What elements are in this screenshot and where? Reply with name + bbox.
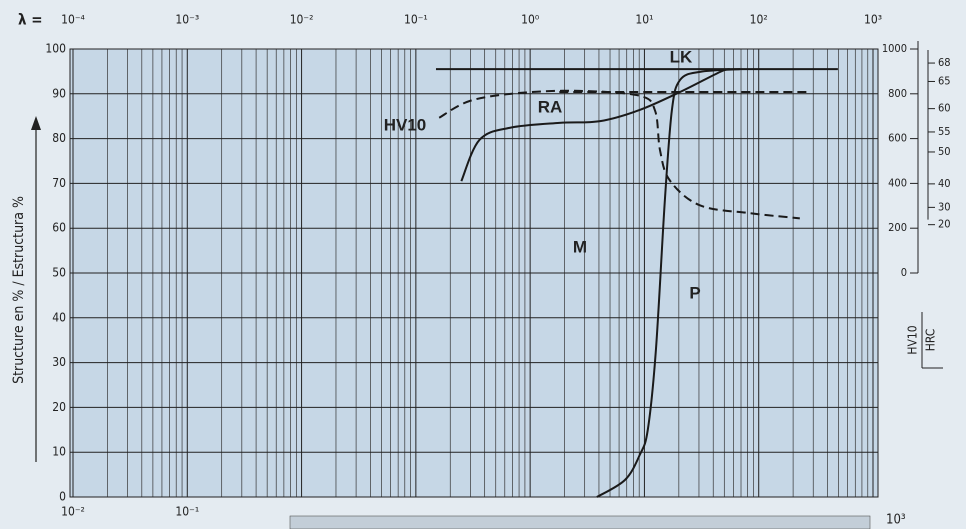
y-tick-label: 20 xyxy=(52,400,66,414)
curve xyxy=(596,68,741,498)
y-axis-label: Structure en % / Estructura % xyxy=(11,196,27,384)
corner-label: 10³ xyxy=(886,513,906,528)
x-axis-label: λ = xyxy=(18,11,43,29)
y-tick-label: 70 xyxy=(52,176,66,190)
curve xyxy=(438,89,800,220)
hrc-tick-label: 68 xyxy=(938,56,951,69)
y2-tick-label: 800 xyxy=(888,87,907,100)
x-tick-label: 10² xyxy=(750,13,768,27)
hrc-tick-label: 40 xyxy=(938,177,951,190)
y-tick-label: 50 xyxy=(52,266,66,280)
hrc-tick-label: 20 xyxy=(938,218,951,231)
x-tick-label: 10⁰ xyxy=(521,13,539,27)
y2-axis-label: HV10 xyxy=(906,325,920,354)
y-tick-label: 40 xyxy=(52,310,66,324)
curve xyxy=(460,68,731,182)
x-tick-label: 10³ xyxy=(864,13,882,27)
x-tick-label: 10⁻³ xyxy=(175,13,199,27)
annotation: M xyxy=(573,237,587,256)
annotation: LK xyxy=(670,47,693,66)
y-tick-label: 60 xyxy=(52,221,66,235)
hrc-tick-label: 30 xyxy=(938,200,951,213)
x-tick-label: 10¹ xyxy=(635,13,653,27)
hrc-tick-label: 50 xyxy=(938,145,951,158)
y-tick-label: 0 xyxy=(59,490,66,504)
y2-axis-label: HRC xyxy=(924,329,938,352)
annotation: RA xyxy=(538,97,563,116)
x2-tick-label: 10⁻¹ xyxy=(175,505,199,519)
x-tick-label: 10⁻⁴ xyxy=(61,13,85,27)
y2-tick-label: 200 xyxy=(888,221,907,234)
y-tick-label: 80 xyxy=(52,131,66,145)
y-tick-label: 30 xyxy=(52,355,66,369)
y2-tick-label: 1000 xyxy=(882,42,907,55)
y2-tick-label: 0 xyxy=(901,266,907,279)
x-tick-label: 10⁻² xyxy=(290,13,314,27)
y-tick-label: 10 xyxy=(52,445,66,459)
y-tick-label: 90 xyxy=(52,86,66,100)
hrc-tick-label: 55 xyxy=(938,125,951,138)
lower-strip xyxy=(289,515,871,529)
x-tick-label: 10⁻¹ xyxy=(404,13,428,27)
y-tick-label: 100 xyxy=(45,42,66,56)
hrc-tick-label: 65 xyxy=(938,74,951,87)
annotation: HV10 xyxy=(384,115,427,134)
annotation: P xyxy=(689,283,700,302)
arrow-head xyxy=(31,116,41,130)
y2-tick-label: 600 xyxy=(888,132,907,145)
hrc-tick-label: 60 xyxy=(938,102,951,115)
y2-tick-label: 400 xyxy=(888,176,907,189)
x2-tick-label: 10⁻² xyxy=(61,505,85,519)
